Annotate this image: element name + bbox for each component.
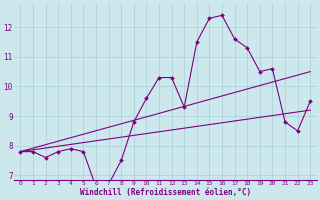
X-axis label: Windchill (Refroidissement éolien,°C): Windchill (Refroidissement éolien,°C) bbox=[80, 188, 251, 197]
